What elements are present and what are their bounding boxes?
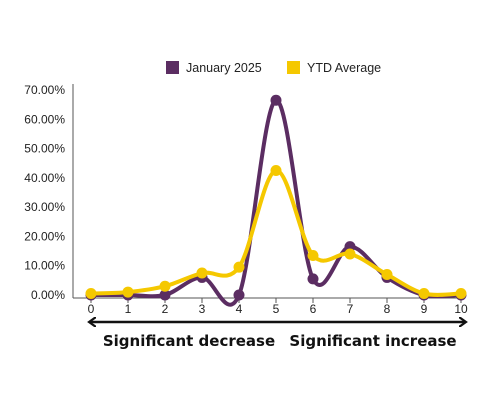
x-tick-label: 4 — [236, 302, 243, 316]
data-point-ytd-average — [122, 286, 134, 298]
data-point-ytd-average — [381, 269, 393, 280]
y-tick-label: 20.00% — [24, 229, 65, 243]
data-point-ytd-average — [455, 288, 467, 300]
x-tick-label: 1 — [125, 302, 132, 316]
data-point-january-2025 — [159, 289, 171, 301]
data-point-ytd-average — [196, 267, 208, 279]
legend-swatch-ytd-average — [287, 61, 300, 74]
data-point-ytd-average — [85, 288, 97, 300]
data-point-ytd-average — [159, 280, 171, 292]
series-line-january-2025 — [89, 98, 463, 307]
data-point-ytd-average — [418, 288, 430, 300]
y-tick-label: 10.00% — [24, 259, 65, 273]
data-point-january-2025 — [233, 289, 245, 301]
x-tick-label: 8 — [384, 302, 391, 316]
data-point-january-2025 — [307, 273, 319, 285]
legend-swatch-january-2025 — [166, 61, 179, 74]
y-tick-label: 70.00% — [24, 83, 65, 97]
data-point-ytd-average — [233, 261, 245, 273]
data-point-ytd-average — [344, 248, 356, 260]
y-tick-label: 60.00% — [24, 112, 65, 126]
legend-label-january-2025: January 2025 — [186, 61, 262, 75]
y-tick-label: 40.00% — [24, 171, 65, 185]
data-point-ytd-average — [307, 249, 319, 261]
significant-decrease-label: Significant decrease — [103, 332, 275, 350]
legend-label-ytd-average: YTD Average — [307, 61, 381, 75]
x-tick-label: 9 — [421, 302, 428, 316]
x-tick-label: 0 — [88, 302, 95, 316]
x-tick-label: 6 — [310, 302, 317, 316]
y-tick-label: 50.00% — [24, 142, 65, 156]
x-tick-label: 7 — [347, 302, 354, 316]
series-line-ytd-average — [89, 168, 463, 297]
data-point-ytd-average — [270, 165, 282, 177]
significant-increase-label: Significant increase — [289, 332, 456, 350]
y-tick-label: 0.00% — [31, 288, 65, 302]
x-tick-label: 3 — [199, 302, 206, 316]
x-tick-label: 2 — [162, 302, 169, 316]
legend: January 2025 YTD Average — [166, 61, 381, 75]
x-tick-label: 10 — [454, 302, 468, 316]
y-tick-label: 30.00% — [24, 200, 65, 214]
y-axis-ticks: 0.00% 10.00% 20.00% 30.00% 40.00% 50.00% 60.00… — [24, 83, 65, 302]
x-tick-label: 5 — [273, 302, 280, 316]
data-point-january-2025 — [270, 94, 282, 106]
x-axis-ticks: 0 1 2 3 4 5 6 7 8 9 10 — [88, 298, 468, 316]
series-layer — [85, 94, 467, 307]
